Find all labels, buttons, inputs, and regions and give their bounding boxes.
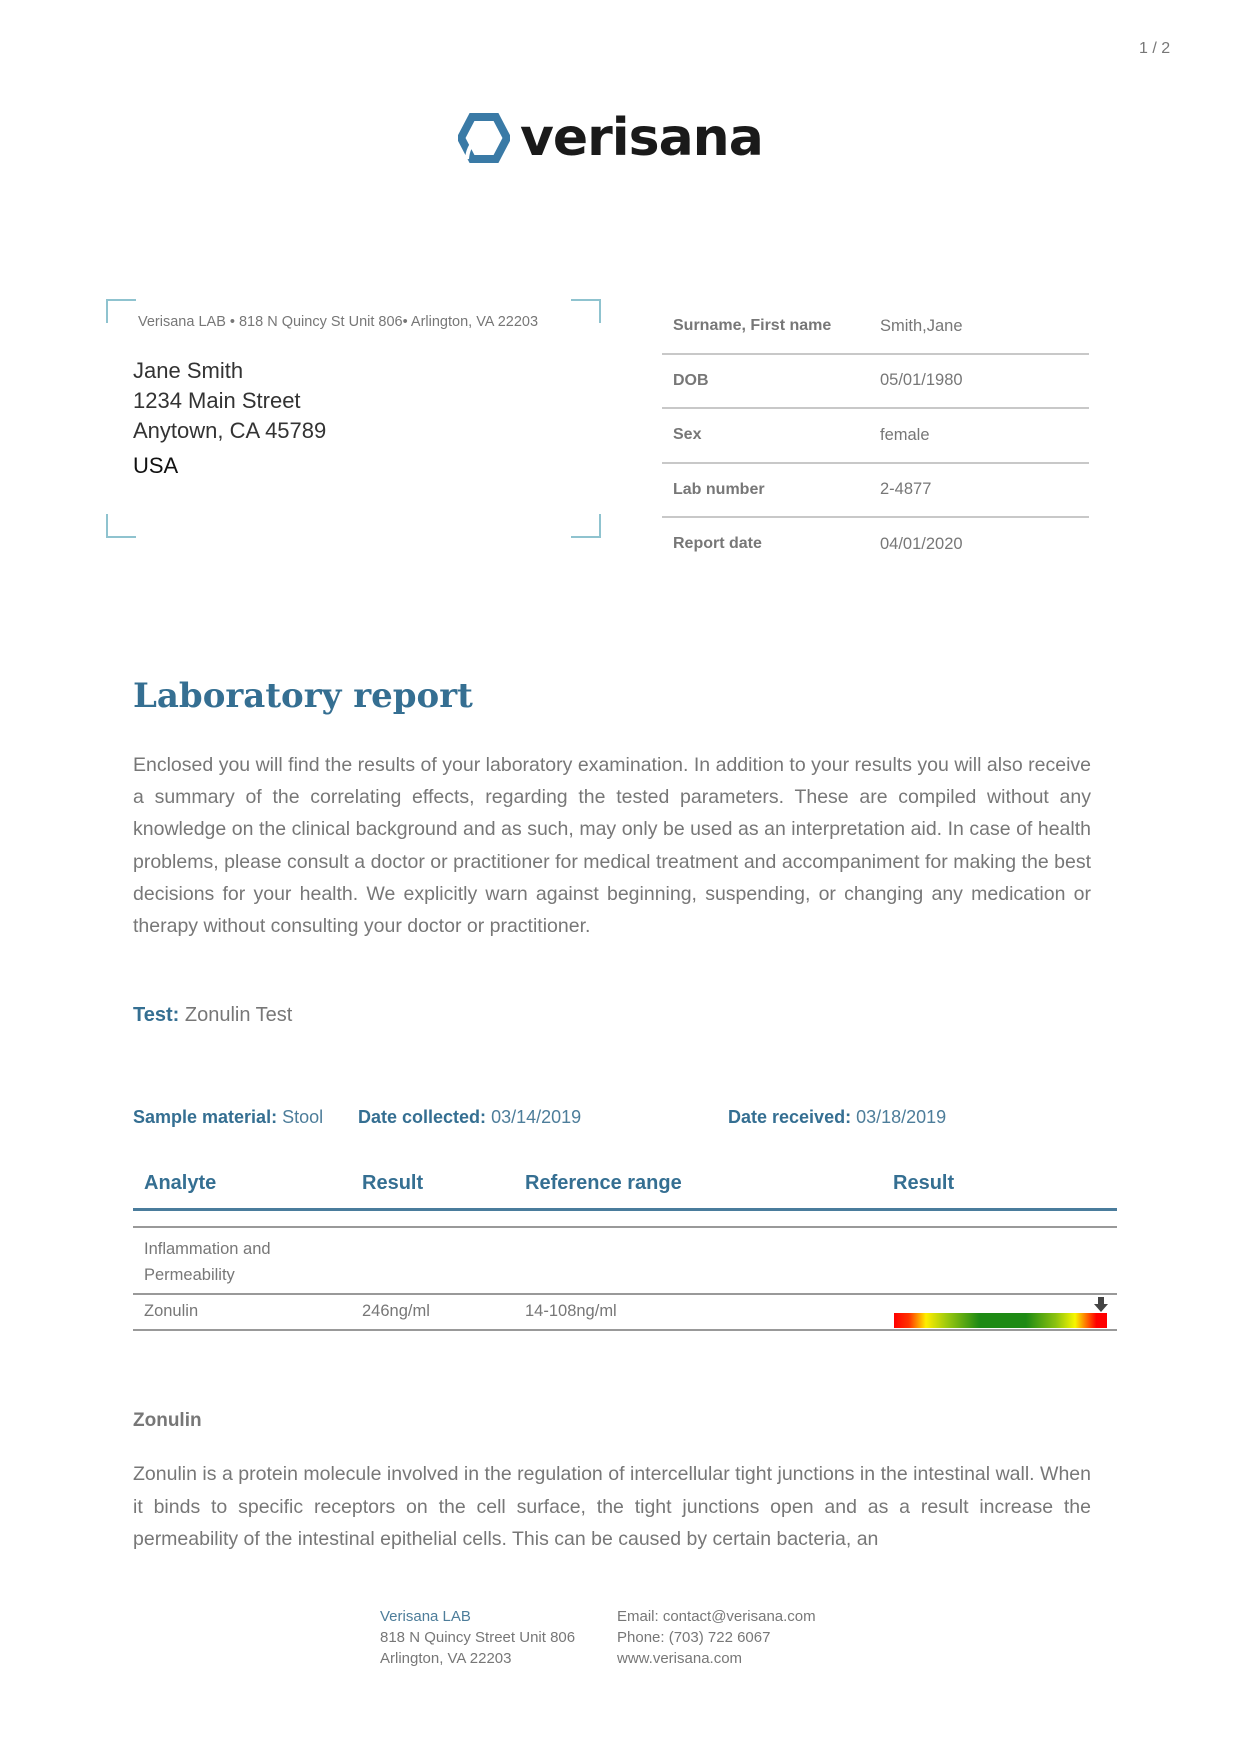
footer-website[interactable]: www.verisana.com — [617, 1650, 743, 1667]
info-row-sex: Sex female — [662, 409, 1089, 464]
info-row-report-date: Report date 04/01/2020 — [662, 518, 1089, 571]
row-divider — [133, 1293, 1117, 1295]
address-window-corner — [106, 299, 136, 323]
column-header-result-scale: Result — [893, 1172, 955, 1194]
test-value: Zonulin Test — [184, 1004, 293, 1026]
footer-street: 818 N Quincy Street Unit 806 — [380, 1629, 576, 1646]
sample-material: Sample material: Stool — [133, 1107, 323, 1128]
footer-phone: Phone: (703) 722 6067 — [617, 1629, 771, 1646]
analyte-name: Zonulin — [144, 1302, 199, 1320]
address-window-corner — [571, 299, 601, 323]
column-header-result: Result — [362, 1172, 424, 1194]
sample-material-value: Stool — [282, 1107, 324, 1127]
verisana-logo: verisana — [458, 108, 764, 168]
result-scale-bar — [894, 1313, 1107, 1328]
logo-wordmark: verisana — [520, 108, 764, 168]
sample-material-label: Sample material: — [133, 1107, 278, 1127]
info-label: Report date — [673, 535, 762, 553]
footer-contact: Email: contact@verisana.com Phone: (703)… — [617, 1606, 816, 1669]
address-window-corner — [571, 514, 601, 538]
date-received-label: Date received: — [728, 1107, 852, 1127]
row-divider — [133, 1329, 1117, 1331]
address-window-corner — [106, 514, 136, 538]
info-row-dob: DOB 05/01/1980 — [662, 355, 1089, 409]
info-label: DOB — [673, 371, 709, 389]
column-header-reference-range: Reference range — [525, 1172, 682, 1194]
info-value: female — [880, 425, 930, 444]
column-header-analyte: Analyte — [144, 1172, 217, 1194]
date-collected-value: 03/14/2019 — [491, 1107, 582, 1127]
recipient-name: Jane Smith — [133, 358, 244, 383]
info-value: 2-4877 — [880, 480, 932, 499]
header-divider — [133, 1208, 1117, 1211]
section-heading: Zonulin — [133, 1410, 202, 1431]
info-label: Surname, First name — [673, 317, 832, 335]
info-value: Smith,Jane — [880, 316, 963, 335]
sender-address-line: Verisana LAB • 818 N Quincy St Unit 806•… — [138, 314, 539, 330]
date-received: Date received: 03/18/2019 — [728, 1107, 946, 1128]
date-collected: Date collected: 03/14/2019 — [358, 1107, 581, 1128]
info-value: 05/01/1980 — [880, 371, 963, 390]
analyte-reference-range: 14-108ng/ml — [525, 1302, 617, 1320]
date-collected-label: Date collected: — [358, 1107, 487, 1127]
test-label: Test: — [133, 1004, 180, 1026]
row-divider — [133, 1226, 1117, 1228]
info-label: Sex — [673, 426, 702, 444]
recipient-country: USA — [133, 453, 179, 478]
patient-info-table: Surname, First name Smith,Jane DOB 05/01… — [662, 300, 1089, 571]
recipient-street: 1234 Main Street — [133, 388, 301, 413]
hexagon-leaf-icon — [458, 113, 510, 163]
analyte-result: 246ng/ml — [362, 1302, 430, 1320]
page-number: 1 / 2 — [1139, 40, 1171, 57]
test-line: Test: Zonulin Test — [133, 1004, 292, 1027]
section-paragraph: Zonulin is a protein molecule involved i… — [133, 1463, 1091, 1550]
info-value: 04/01/2020 — [880, 534, 963, 553]
result-marker-arrow-icon — [1093, 1297, 1108, 1312]
recipient-city: Anytown, CA 45789 — [133, 418, 327, 443]
date-received-value: 03/18/2019 — [856, 1107, 947, 1127]
footer-lab-name: Verisana LAB — [380, 1608, 471, 1625]
info-row-lab-number: Lab number 2-4877 — [662, 464, 1089, 518]
intro-paragraph: Enclosed you will find the results of yo… — [133, 754, 1091, 938]
footer-city: Arlington, VA 22203 — [380, 1650, 512, 1667]
analyte-group: Inflammation and Permeability — [144, 1240, 271, 1284]
footer-address: Verisana LAB 818 N Quincy Street Unit 80… — [380, 1606, 575, 1669]
page-title: Laboratory report — [133, 676, 473, 716]
footer-email[interactable]: Email: contact@verisana.com — [617, 1608, 816, 1625]
info-row-name: Surname, First name Smith,Jane — [662, 300, 1089, 355]
info-label: Lab number — [673, 480, 765, 498]
